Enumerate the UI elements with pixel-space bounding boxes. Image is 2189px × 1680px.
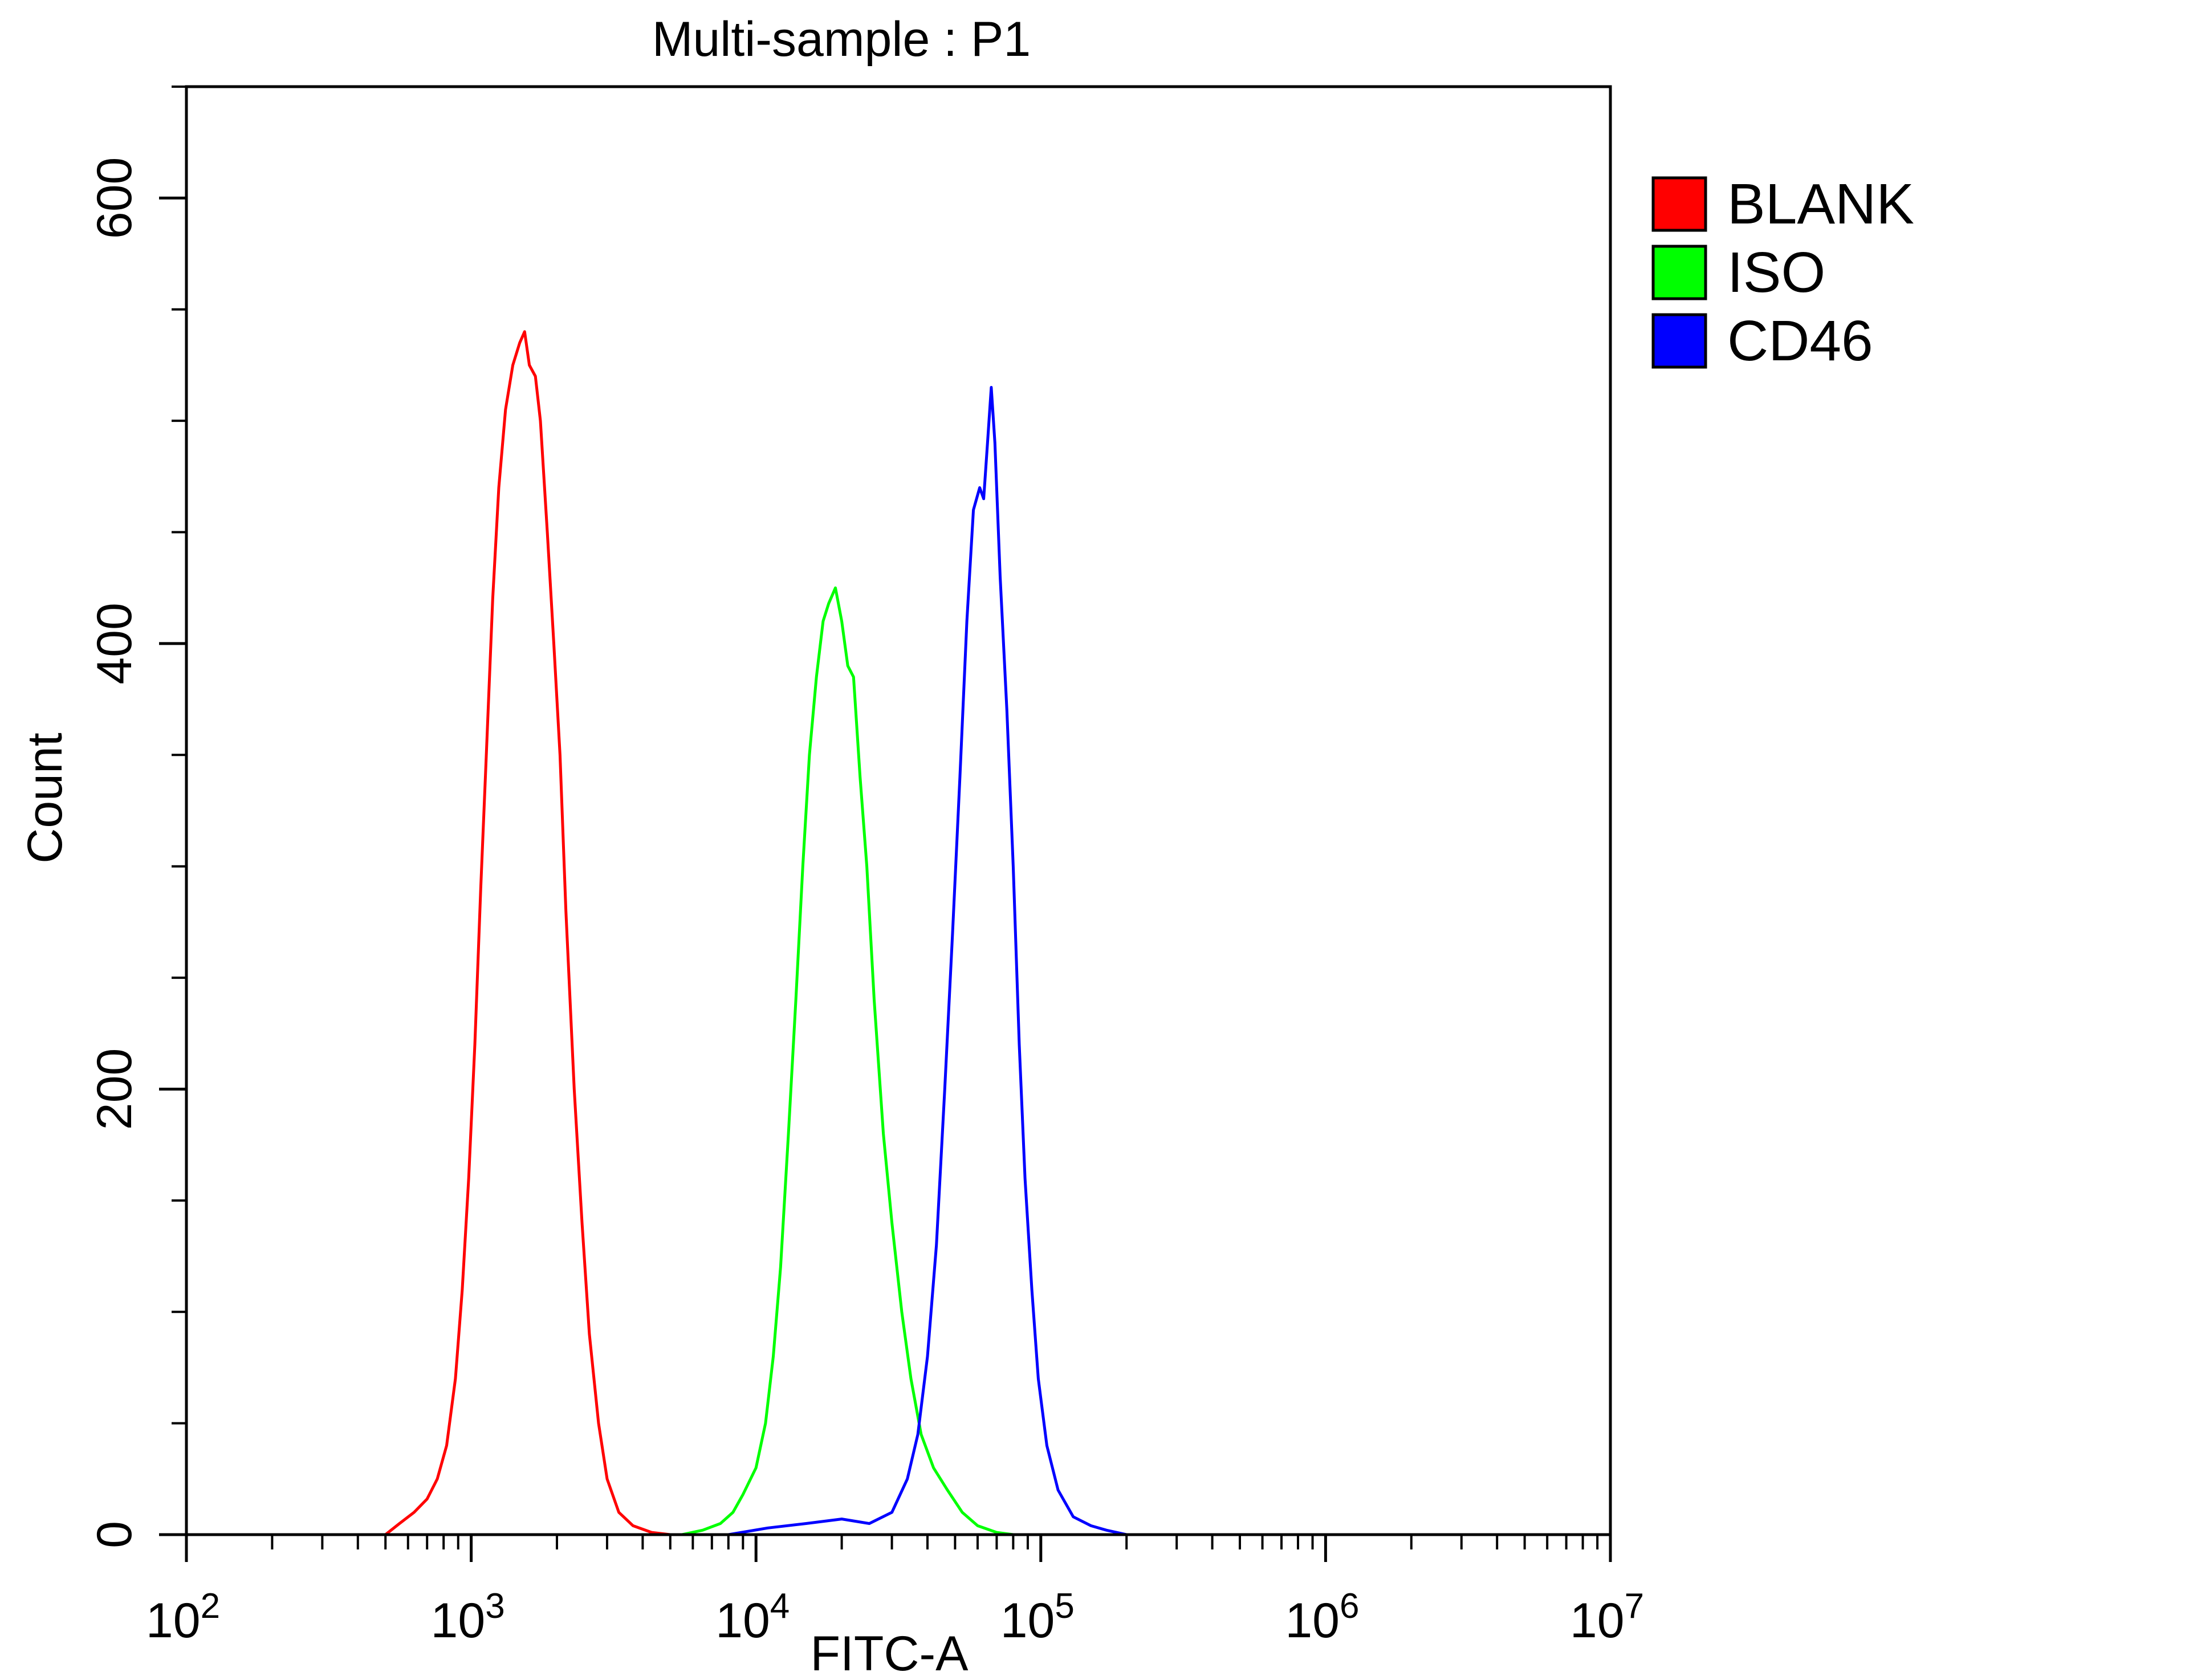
series-layer xyxy=(384,330,1128,1536)
legend-label-iso: ISO xyxy=(1727,241,1825,304)
x-tick-label: 107 xyxy=(1570,1587,1644,1648)
legend-swatch-blank xyxy=(1651,176,1707,232)
x-tick-label: 104 xyxy=(715,1587,790,1648)
y-tick-label: 0 xyxy=(87,1521,142,1548)
x-tick-label: 106 xyxy=(1285,1587,1359,1648)
legend-swatch-iso xyxy=(1651,245,1707,300)
x-axis-label: FITC-A xyxy=(810,1626,969,1677)
series-line-blank xyxy=(384,330,672,1536)
y-tick-label: 200 xyxy=(87,1048,142,1130)
y-tick-label: 400 xyxy=(87,603,142,685)
legend-swatch-cd46 xyxy=(1651,313,1707,369)
x-tick-label: 105 xyxy=(1000,1587,1075,1648)
series-line-cd46 xyxy=(727,386,1128,1536)
series-line-iso xyxy=(681,586,1015,1536)
plot-frame xyxy=(185,85,1612,1536)
y-tick-label: 600 xyxy=(87,157,142,239)
axes-layer: 102 103 104 105 106 107 0 200 400 600 xyxy=(87,85,1644,1648)
legend-label-blank: BLANK xyxy=(1727,172,1914,236)
y-axis-label: Count xyxy=(18,733,72,864)
legend-label-cd46: CD46 xyxy=(1727,309,1873,373)
x-tick-label: 102 xyxy=(146,1587,220,1648)
x-tick-label: 103 xyxy=(431,1587,505,1648)
chart-title: Multi-sample : P1 xyxy=(652,12,1031,67)
